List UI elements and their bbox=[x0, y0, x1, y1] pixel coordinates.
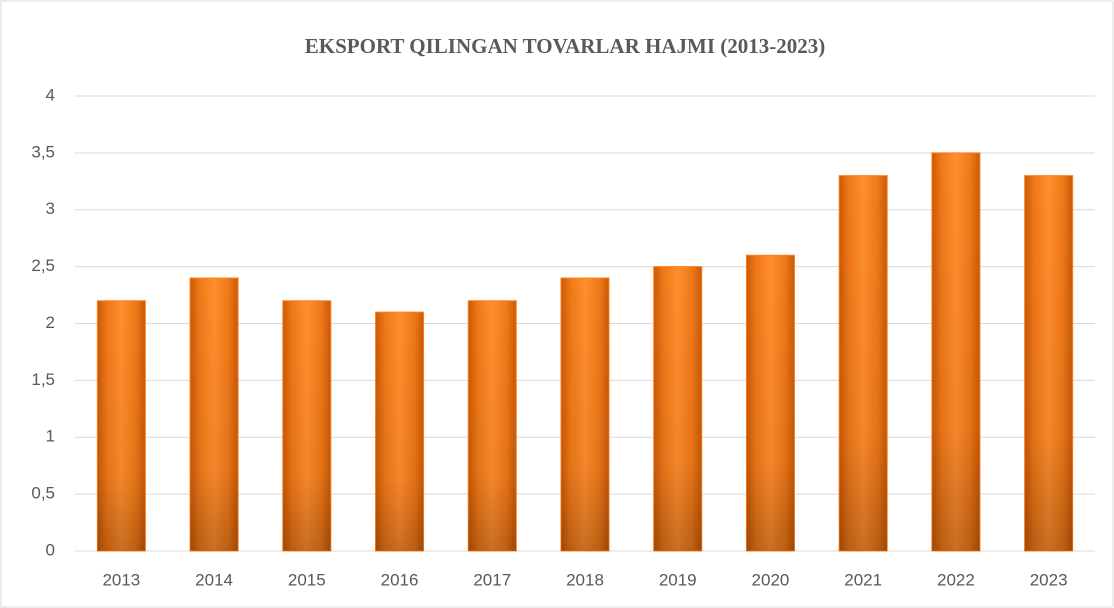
y-tick-label: 0 bbox=[46, 540, 55, 559]
bar-shade bbox=[468, 300, 517, 551]
bar-shade bbox=[282, 300, 331, 551]
x-tick-label: 2014 bbox=[195, 570, 233, 589]
bar-shade bbox=[1024, 175, 1073, 551]
bar bbox=[189, 277, 239, 552]
y-tick-label: 1,5 bbox=[31, 370, 55, 389]
bar bbox=[745, 254, 795, 552]
bar-shade bbox=[190, 278, 239, 551]
bar-shade bbox=[653, 266, 702, 551]
x-tick-label: 2021 bbox=[844, 570, 882, 589]
x-tick-label: 2018 bbox=[566, 570, 604, 589]
chart-title: EKSPORT QILINGAN TOVARLAR HAJMI (2013-20… bbox=[305, 34, 825, 58]
y-tick-label: 1 bbox=[46, 427, 55, 446]
y-tick-label: 3 bbox=[46, 199, 55, 218]
bar bbox=[375, 311, 425, 552]
bar-shade bbox=[97, 300, 146, 551]
x-tick-label: 2015 bbox=[288, 570, 326, 589]
bar bbox=[560, 277, 610, 552]
x-tick-label: 2023 bbox=[1030, 570, 1068, 589]
bar bbox=[931, 152, 981, 552]
x-tick-label: 2022 bbox=[937, 570, 975, 589]
bar bbox=[96, 300, 146, 552]
bar-shade bbox=[375, 312, 424, 551]
y-tick-label: 3,5 bbox=[31, 142, 55, 161]
bar bbox=[1024, 175, 1074, 552]
bar bbox=[653, 266, 703, 552]
bar-shade bbox=[561, 278, 609, 551]
x-tick-label: 2020 bbox=[752, 570, 790, 589]
y-tick-label: 2,5 bbox=[31, 256, 55, 275]
x-tick-label: 2013 bbox=[102, 570, 140, 589]
bar bbox=[467, 300, 517, 552]
bar-shade bbox=[839, 175, 888, 551]
bar bbox=[282, 300, 332, 552]
bar-shade bbox=[931, 152, 980, 551]
bar bbox=[838, 175, 888, 552]
y-tick-label: 0,5 bbox=[31, 484, 55, 503]
y-tick-label: 2 bbox=[46, 313, 55, 332]
x-tick-label: 2019 bbox=[659, 570, 697, 589]
x-tick-label: 2016 bbox=[381, 570, 419, 589]
x-tick-label: 2017 bbox=[473, 570, 511, 589]
y-tick-label: 4 bbox=[46, 85, 55, 104]
bar-shade bbox=[746, 255, 795, 551]
